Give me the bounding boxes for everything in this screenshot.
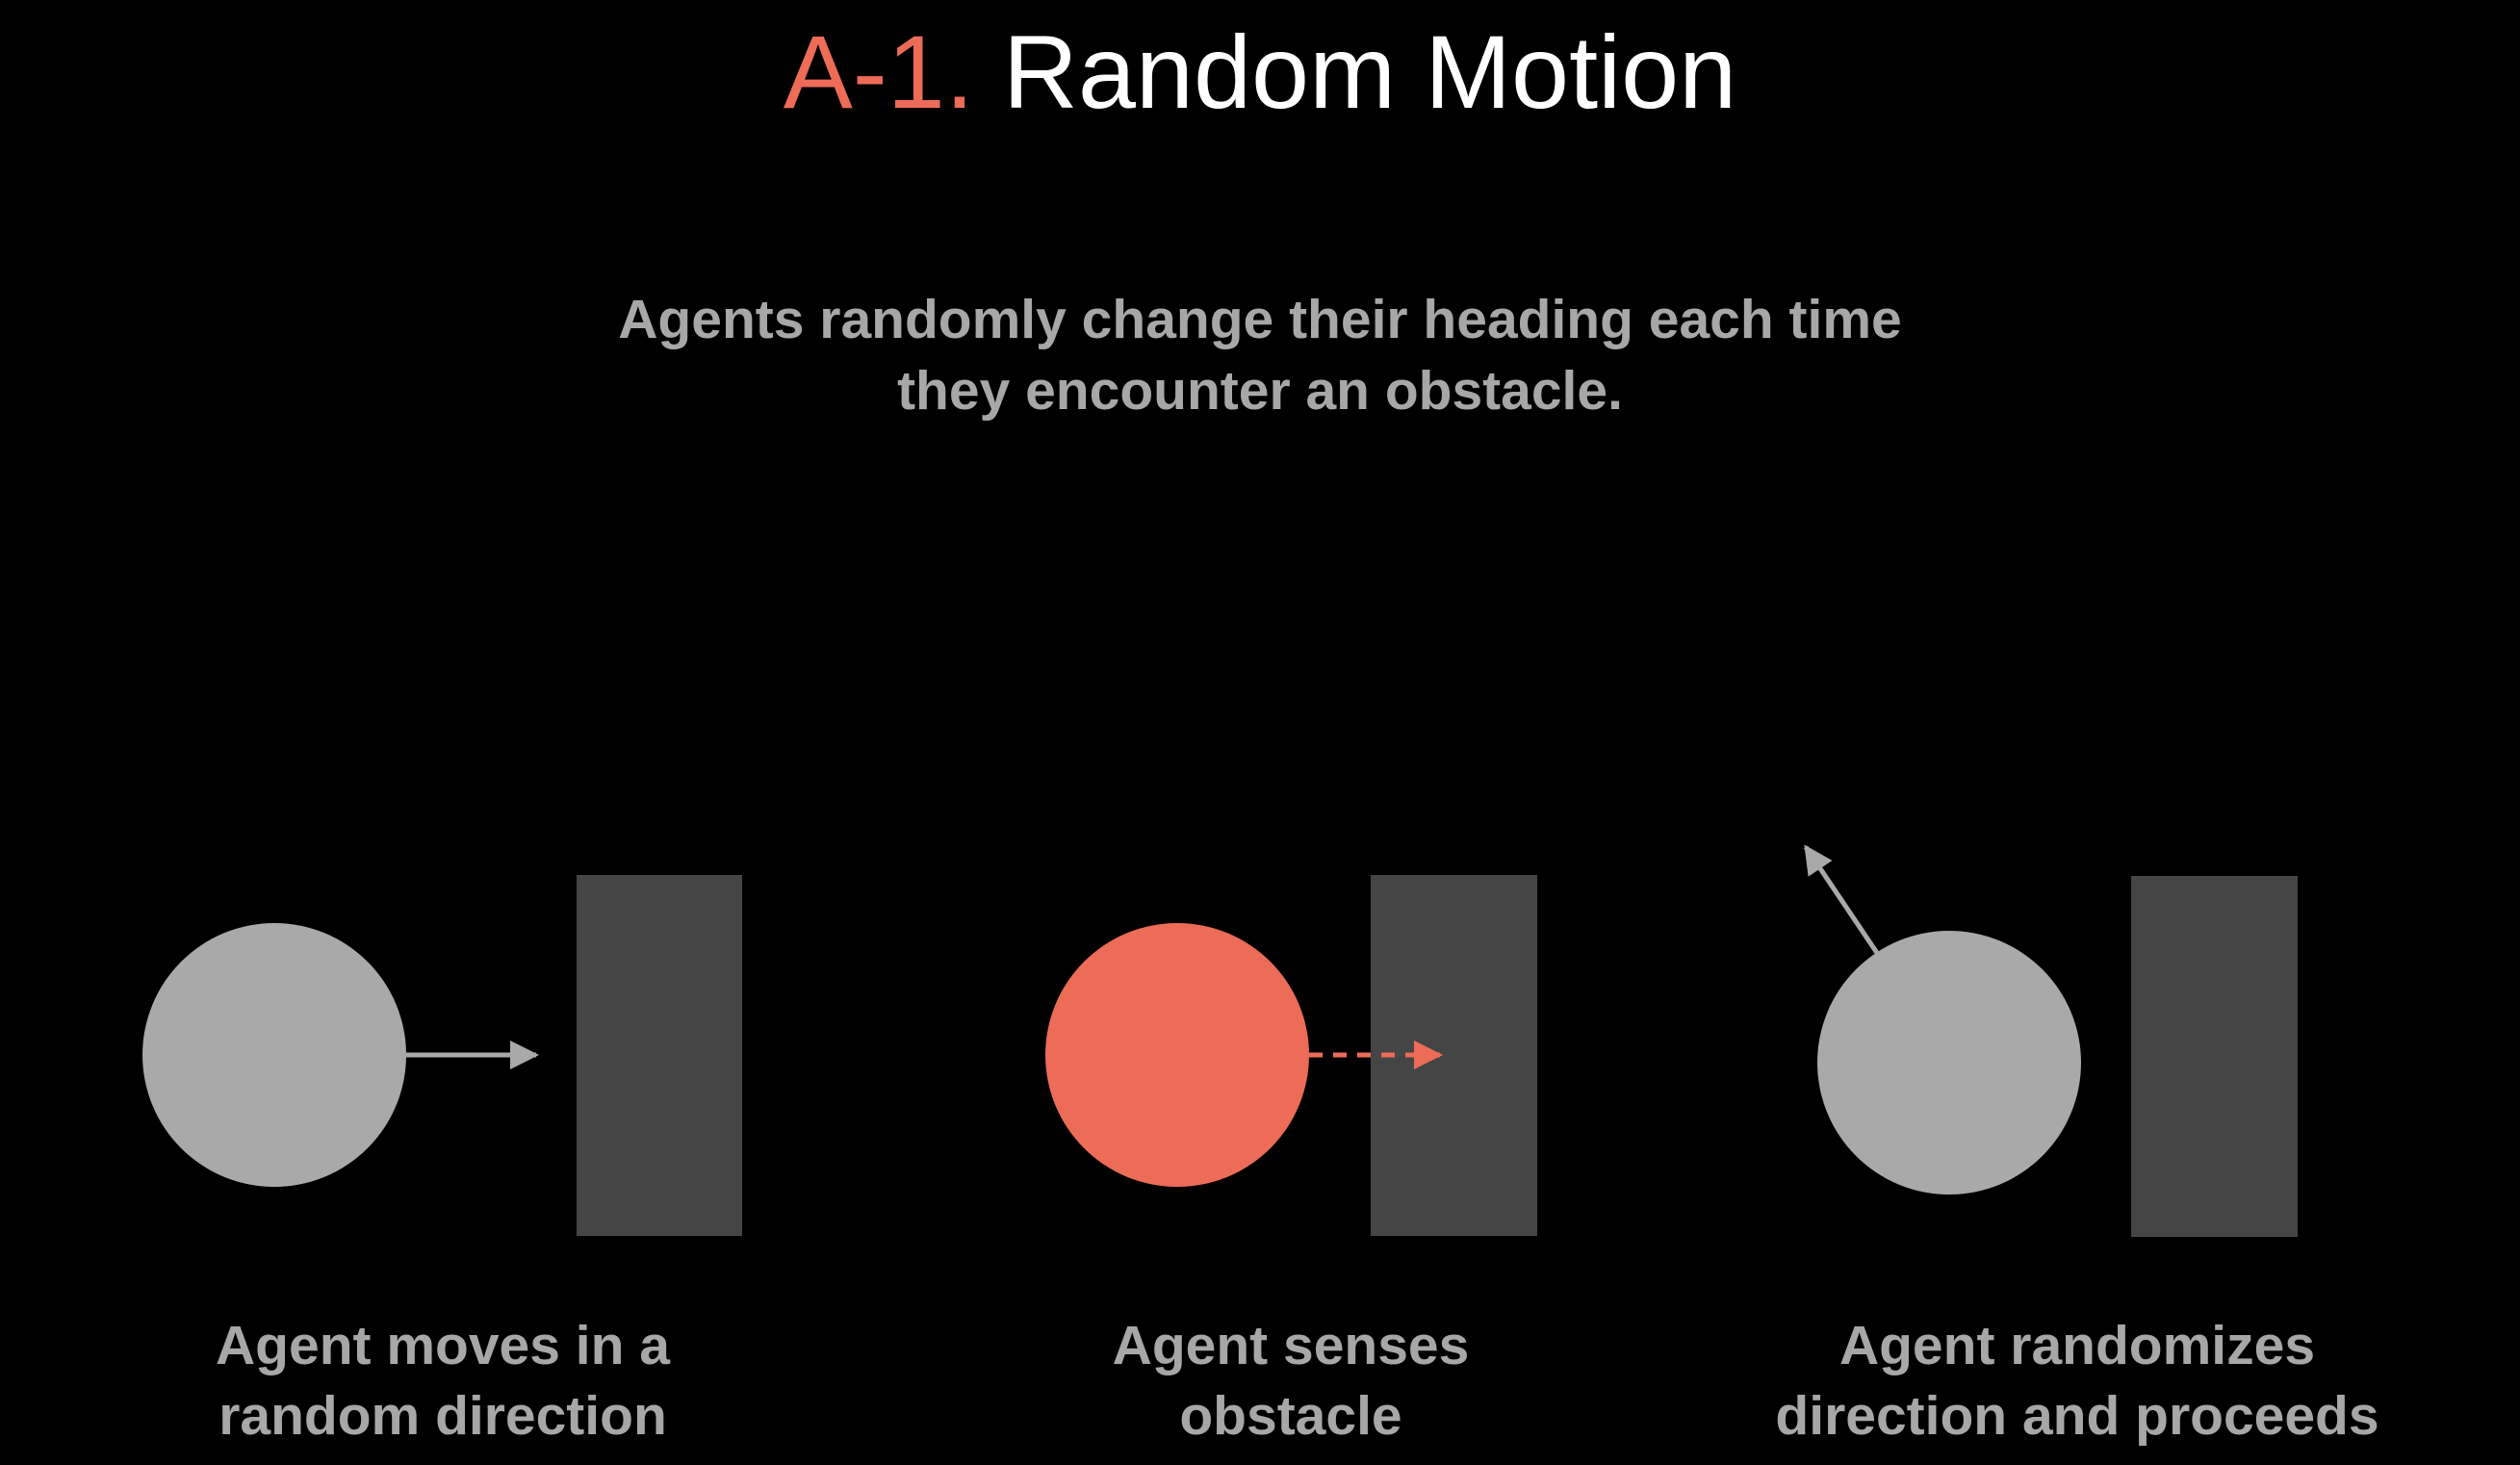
obstacle-2 — [1371, 875, 1537, 1236]
step-2-caption: Agent senses obstacle — [858, 1311, 1724, 1452]
step-3-caption: Agent randomizes direction and proceeds — [1644, 1311, 2510, 1452]
step-2-caption-line-1: Agent senses — [1112, 1315, 1470, 1376]
subtitle-line-1: Agents randomly change their heading eac… — [618, 289, 1902, 350]
step-1-panel — [142, 875, 742, 1236]
step-3-panel — [1803, 844, 2298, 1237]
subtitle: Agents randomly change their heading eac… — [394, 284, 2126, 426]
step-1-caption-line-1: Agent moves in a — [216, 1315, 670, 1376]
agent-3 — [1817, 931, 2081, 1195]
subtitle-line-2: they encounter an obstacle. — [897, 360, 1623, 422]
step-2-caption-line-2: obstacle — [1179, 1385, 1402, 1447]
agent-2-sensing — [1045, 923, 1309, 1187]
step-2-panel — [1045, 875, 1537, 1236]
title-prefix: A-1. — [783, 13, 974, 130]
step-1-caption-line-2: random direction — [219, 1385, 667, 1447]
step-1-caption: Agent moves in a random direction — [10, 1311, 876, 1452]
agent-1 — [142, 923, 406, 1187]
heading-arrow-3 — [1803, 844, 1880, 955]
step-3-caption-line-2: direction and proceeds — [1775, 1385, 2379, 1447]
obstacle-3 — [2131, 876, 2298, 1237]
page-title: A-1. Random Motion — [0, 10, 2520, 135]
step-3-caption-line-1: Agent randomizes — [1839, 1315, 2316, 1376]
title-main: Random Motion — [1002, 13, 1737, 130]
obstacle-1 — [577, 875, 742, 1236]
